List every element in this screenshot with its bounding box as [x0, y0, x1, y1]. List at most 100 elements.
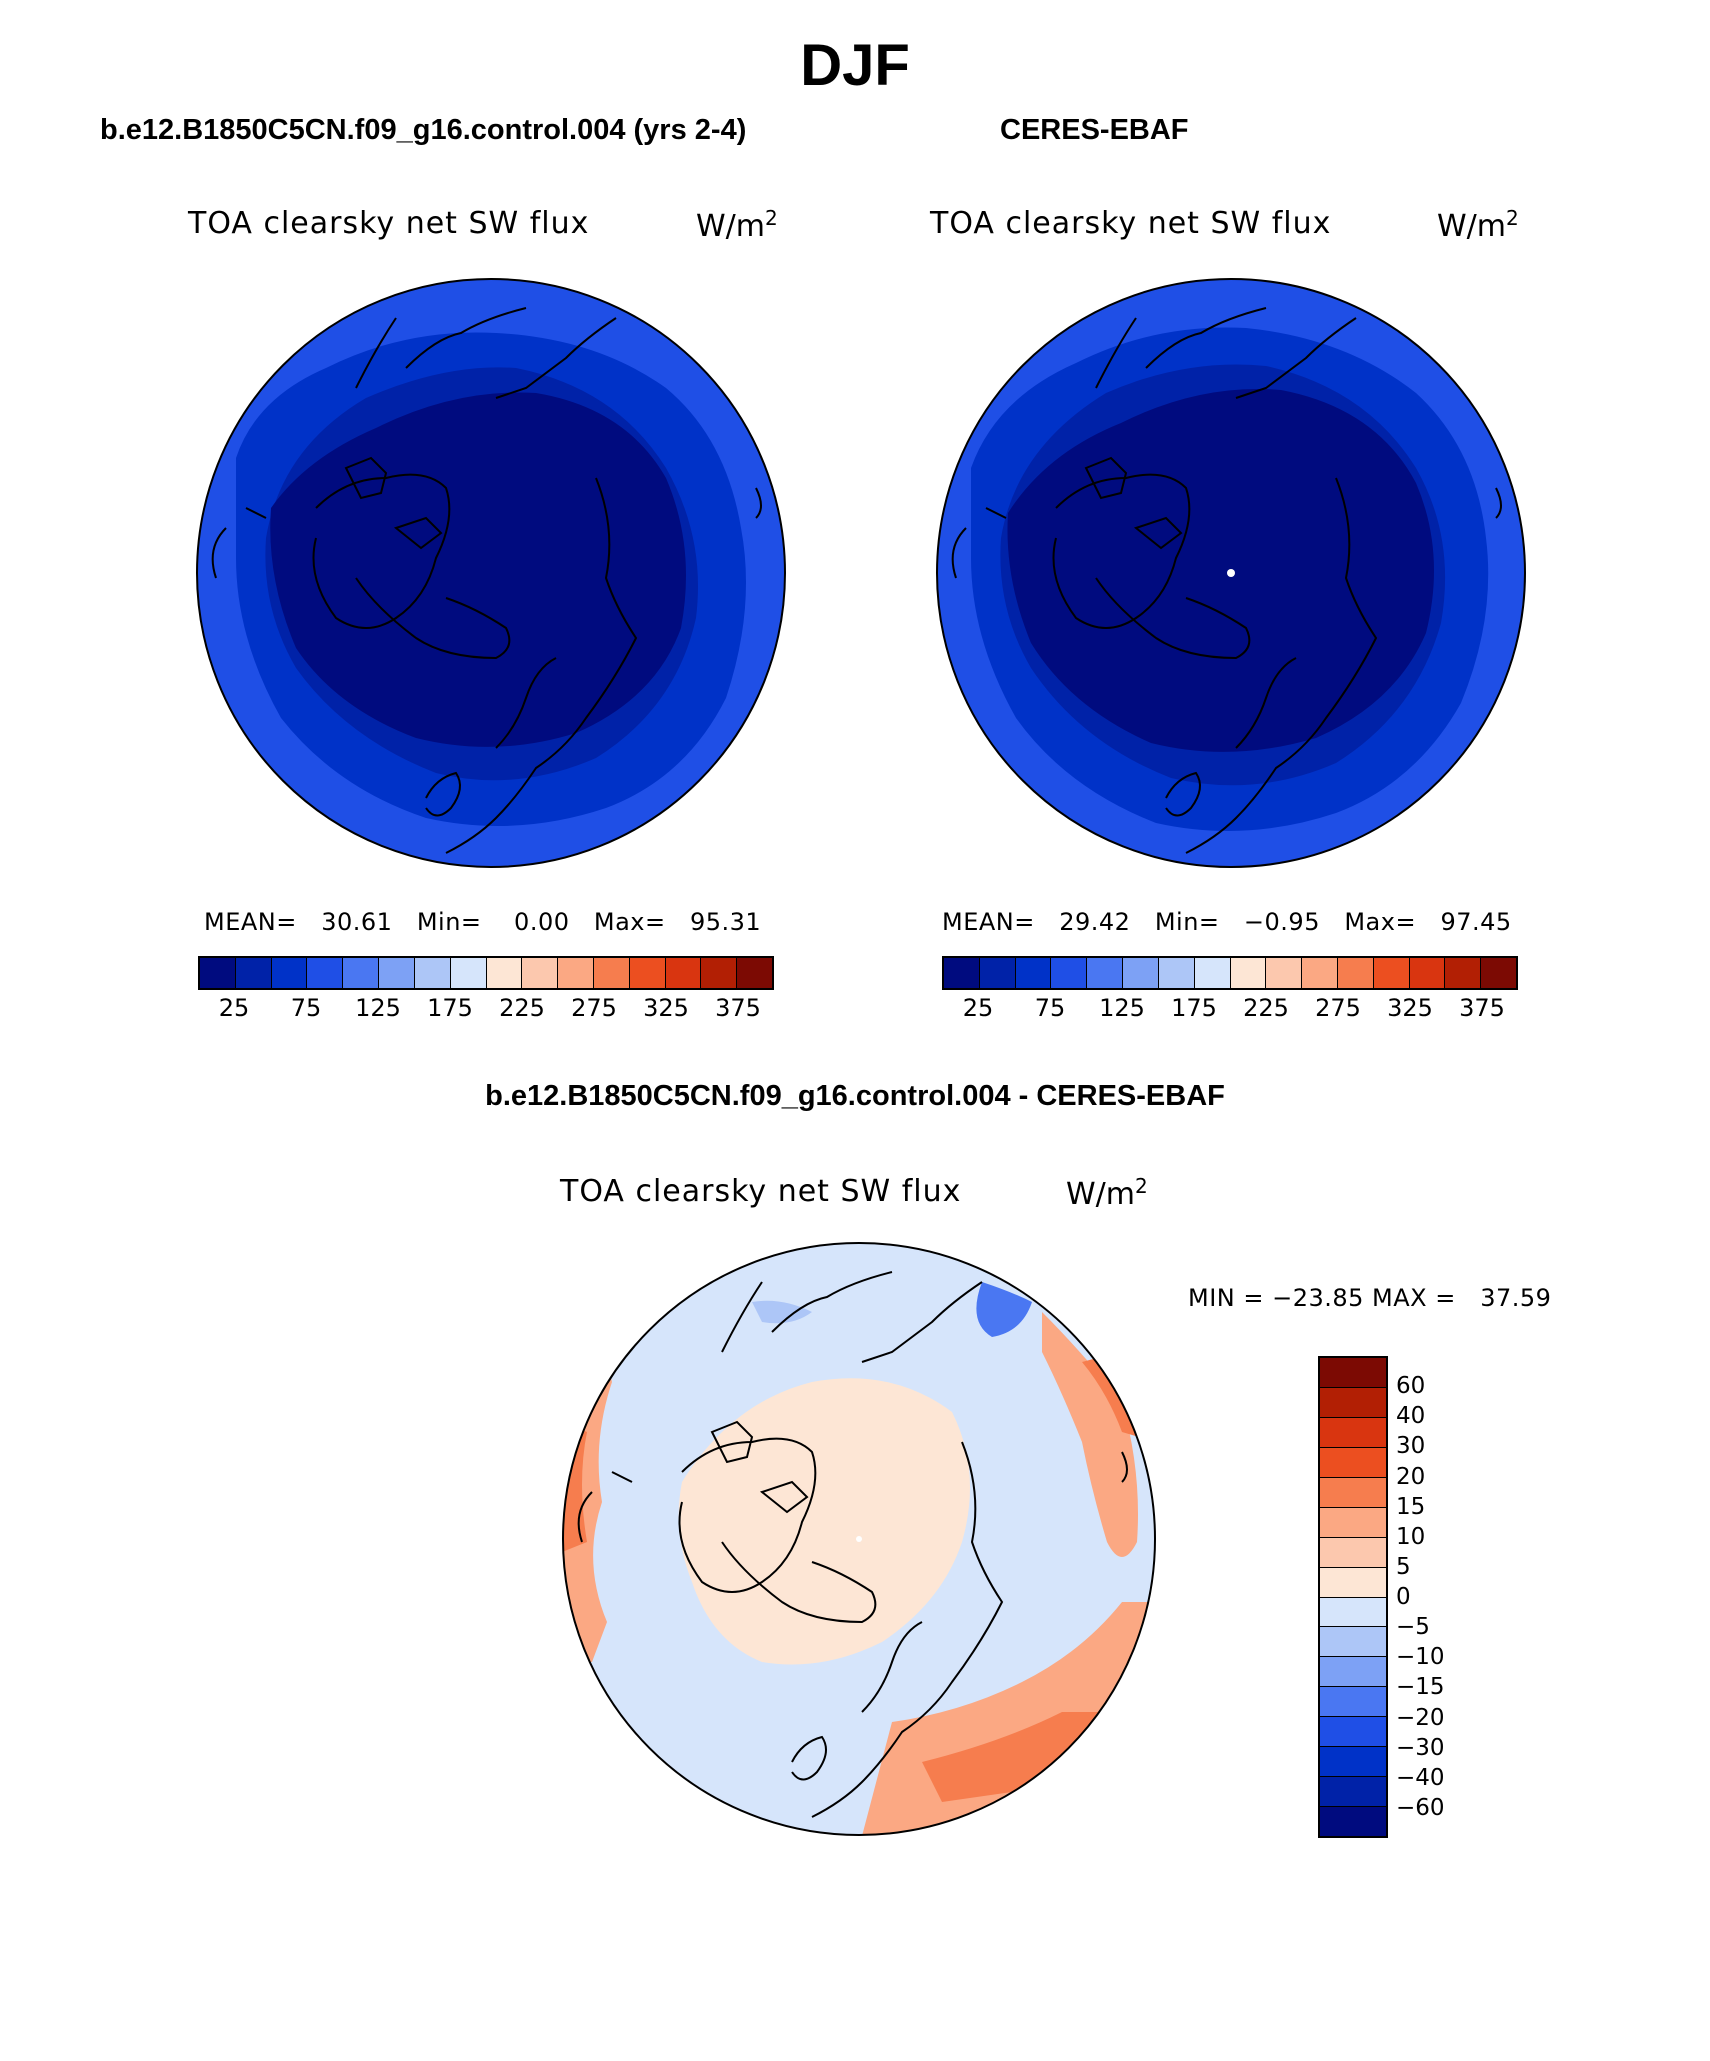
diff-units-label: W/m2	[1066, 1174, 1148, 1212]
model-units-label: W/m2	[696, 206, 778, 244]
model-colorbar-swatch	[200, 958, 236, 988]
diff-negative-patch	[976, 1282, 1032, 1337]
obs-pole-missing-point	[1227, 569, 1235, 577]
model-colorbar-swatch	[558, 958, 594, 988]
diff-colorbar-swatch	[1320, 1777, 1386, 1808]
diff-colorbar-tick-label: 10	[1396, 1523, 1426, 1550]
obs-colorbar-swatch	[1302, 958, 1338, 988]
diff-variable-title: TOA clearsky net SW flux	[560, 1174, 962, 1209]
model-colorbar-ticks: 25 75 125 175 225 275 325 375	[198, 994, 770, 1024]
obs-panel-header: CERES-EBAF	[1000, 114, 1189, 146]
model-colorbar-tick-label: 175	[427, 994, 473, 1022]
model-colorbar-swatch	[271, 958, 308, 988]
model-colorbar-swatch	[414, 958, 451, 988]
diff-east-positive	[1042, 1312, 1138, 1557]
model-colorbar-tick-label: 25	[218, 994, 250, 1022]
diff-colorbar-tick-label: −40	[1396, 1764, 1445, 1791]
obs-colorbar-ticks: 25 75 125 175 225 275 325 375	[942, 994, 1514, 1024]
obs-colorbar-tick-label: 275	[1315, 994, 1361, 1022]
model-colorbar-swatch	[486, 958, 523, 988]
obs-colorbar-swatch	[1123, 958, 1159, 988]
diff-negative-patch-light	[752, 1300, 812, 1324]
diff-central-positive	[678, 1378, 970, 1665]
obs-colorbar-swatch	[1445, 958, 1482, 988]
diff-colorbar-tick-label: −15	[1396, 1674, 1445, 1701]
obs-colorbar-tick-label: 325	[1387, 994, 1433, 1022]
diff-colorbar-tick-label: 20	[1396, 1463, 1426, 1490]
diff-colorbar-swatch	[1320, 1387, 1386, 1418]
diff-colorbar-tick-label: −20	[1396, 1704, 1445, 1731]
model-colorbar-tick-label: 275	[571, 994, 617, 1022]
diff-colorbar-swatch	[1320, 1597, 1386, 1628]
model-colorbar-swatch	[665, 958, 702, 988]
diff-colorbar-swatch	[1320, 1358, 1386, 1388]
obs-units-label: W/m2	[1437, 206, 1519, 244]
diff-colorbar-swatch	[1320, 1627, 1386, 1658]
model-map-border	[196, 278, 786, 868]
diff-colorbar-swatch	[1320, 1417, 1386, 1448]
model-variable-title: TOA clearsky net SW flux	[188, 206, 590, 241]
diff-colorbar-swatch	[1320, 1567, 1386, 1598]
obs-stats: MEAN= 29.42 Min= −0.95 Max= 97.45	[942, 908, 1512, 936]
obs-colorbar-tick-label: 125	[1099, 994, 1145, 1022]
diff-map-border	[562, 1242, 1156, 1836]
model-colorbar-swatch	[450, 958, 487, 988]
obs-colorbar-swatch	[944, 958, 980, 988]
model-stats: MEAN= 30.61 Min= 0.00 Max= 95.31	[204, 908, 762, 936]
diff-colorbar-tick-label: −30	[1396, 1734, 1445, 1761]
obs-colorbar-tick-label: 75	[1034, 994, 1066, 1022]
diff-colorbar-swatch	[1320, 1717, 1386, 1748]
obs-polar-map	[936, 278, 1526, 868]
diff-colorbar-swatch	[1320, 1507, 1386, 1538]
model-colorbar-swatch	[343, 958, 380, 988]
obs-colorbar-tick-label: 375	[1459, 994, 1505, 1022]
model-colorbar-tick-label: 75	[290, 994, 322, 1022]
obs-colorbar-swatch	[979, 958, 1016, 988]
diff-colorbar	[1318, 1356, 1388, 1838]
model-colorbar-swatch	[307, 958, 344, 988]
obs-colorbar-swatch	[1158, 958, 1195, 988]
obs-colorbar	[942, 956, 1518, 990]
obs-colorbar-swatch	[1087, 958, 1124, 988]
obs-colorbar-swatch	[1409, 958, 1446, 988]
model-colorbar-tick-label: 325	[643, 994, 689, 1022]
diff-colorbar-swatch	[1320, 1657, 1386, 1688]
obs-colorbar-swatch	[1337, 958, 1374, 988]
diff-pole-missing-point	[856, 1536, 862, 1542]
obs-colorbar-swatch	[1051, 958, 1088, 988]
model-colorbar-swatch	[593, 958, 630, 988]
model-colorbar-tick-label: 225	[499, 994, 545, 1022]
diff-colorbar-swatch	[1320, 1687, 1386, 1718]
season-title: DJF	[800, 33, 910, 98]
model-colorbar-swatch	[379, 958, 415, 988]
diff-colorbar-swatch	[1320, 1747, 1386, 1778]
obs-map-border	[936, 278, 1526, 868]
obs-colorbar-swatch	[1373, 958, 1410, 988]
model-colorbar-tick-label: 125	[355, 994, 401, 1022]
obs-colorbar-swatch	[1015, 958, 1052, 988]
diff-colorbar-swatch	[1320, 1807, 1386, 1836]
diff-colorbar-tick-label: −10	[1396, 1644, 1445, 1671]
obs-colorbar-tick-label: 25	[962, 994, 994, 1022]
diff-polar-map	[562, 1242, 1156, 1836]
model-colorbar-tick-label: 375	[715, 994, 761, 1022]
obs-colorbar-tick-label: 175	[1171, 994, 1217, 1022]
model-field-core	[270, 392, 686, 747]
diff-colorbar-swatch	[1320, 1537, 1386, 1568]
diff-colorbar-swatch	[1320, 1447, 1386, 1478]
diff-panel-header: b.e12.B1850C5CN.f09_g16.control.004 - CE…	[485, 1080, 1225, 1112]
model-colorbar-swatch	[235, 958, 272, 988]
model-coastlines	[211, 307, 762, 854]
diff-colorbar-tick-label: 30	[1396, 1433, 1426, 1460]
obs-variable-title: TOA clearsky net SW flux	[930, 206, 1332, 241]
diff-colorbar-tick-label: 15	[1396, 1493, 1426, 1520]
diff-colorbar-tick-label: −5	[1396, 1614, 1430, 1641]
diff-coastlines	[577, 1271, 1128, 1818]
obs-colorbar-swatch	[1194, 958, 1231, 988]
obs-coastlines	[951, 307, 1502, 854]
diff-colorbar-labels: 60 40 30 20 15 10 5 0 −5 −10 −15 −20 −30 −40 −60	[1396, 1356, 1476, 1834]
diff-colorbar-tick-label: 5	[1396, 1553, 1411, 1580]
model-colorbar-swatch	[701, 958, 738, 988]
model-colorbar	[198, 956, 774, 990]
obs-colorbar-swatch	[1481, 958, 1516, 988]
